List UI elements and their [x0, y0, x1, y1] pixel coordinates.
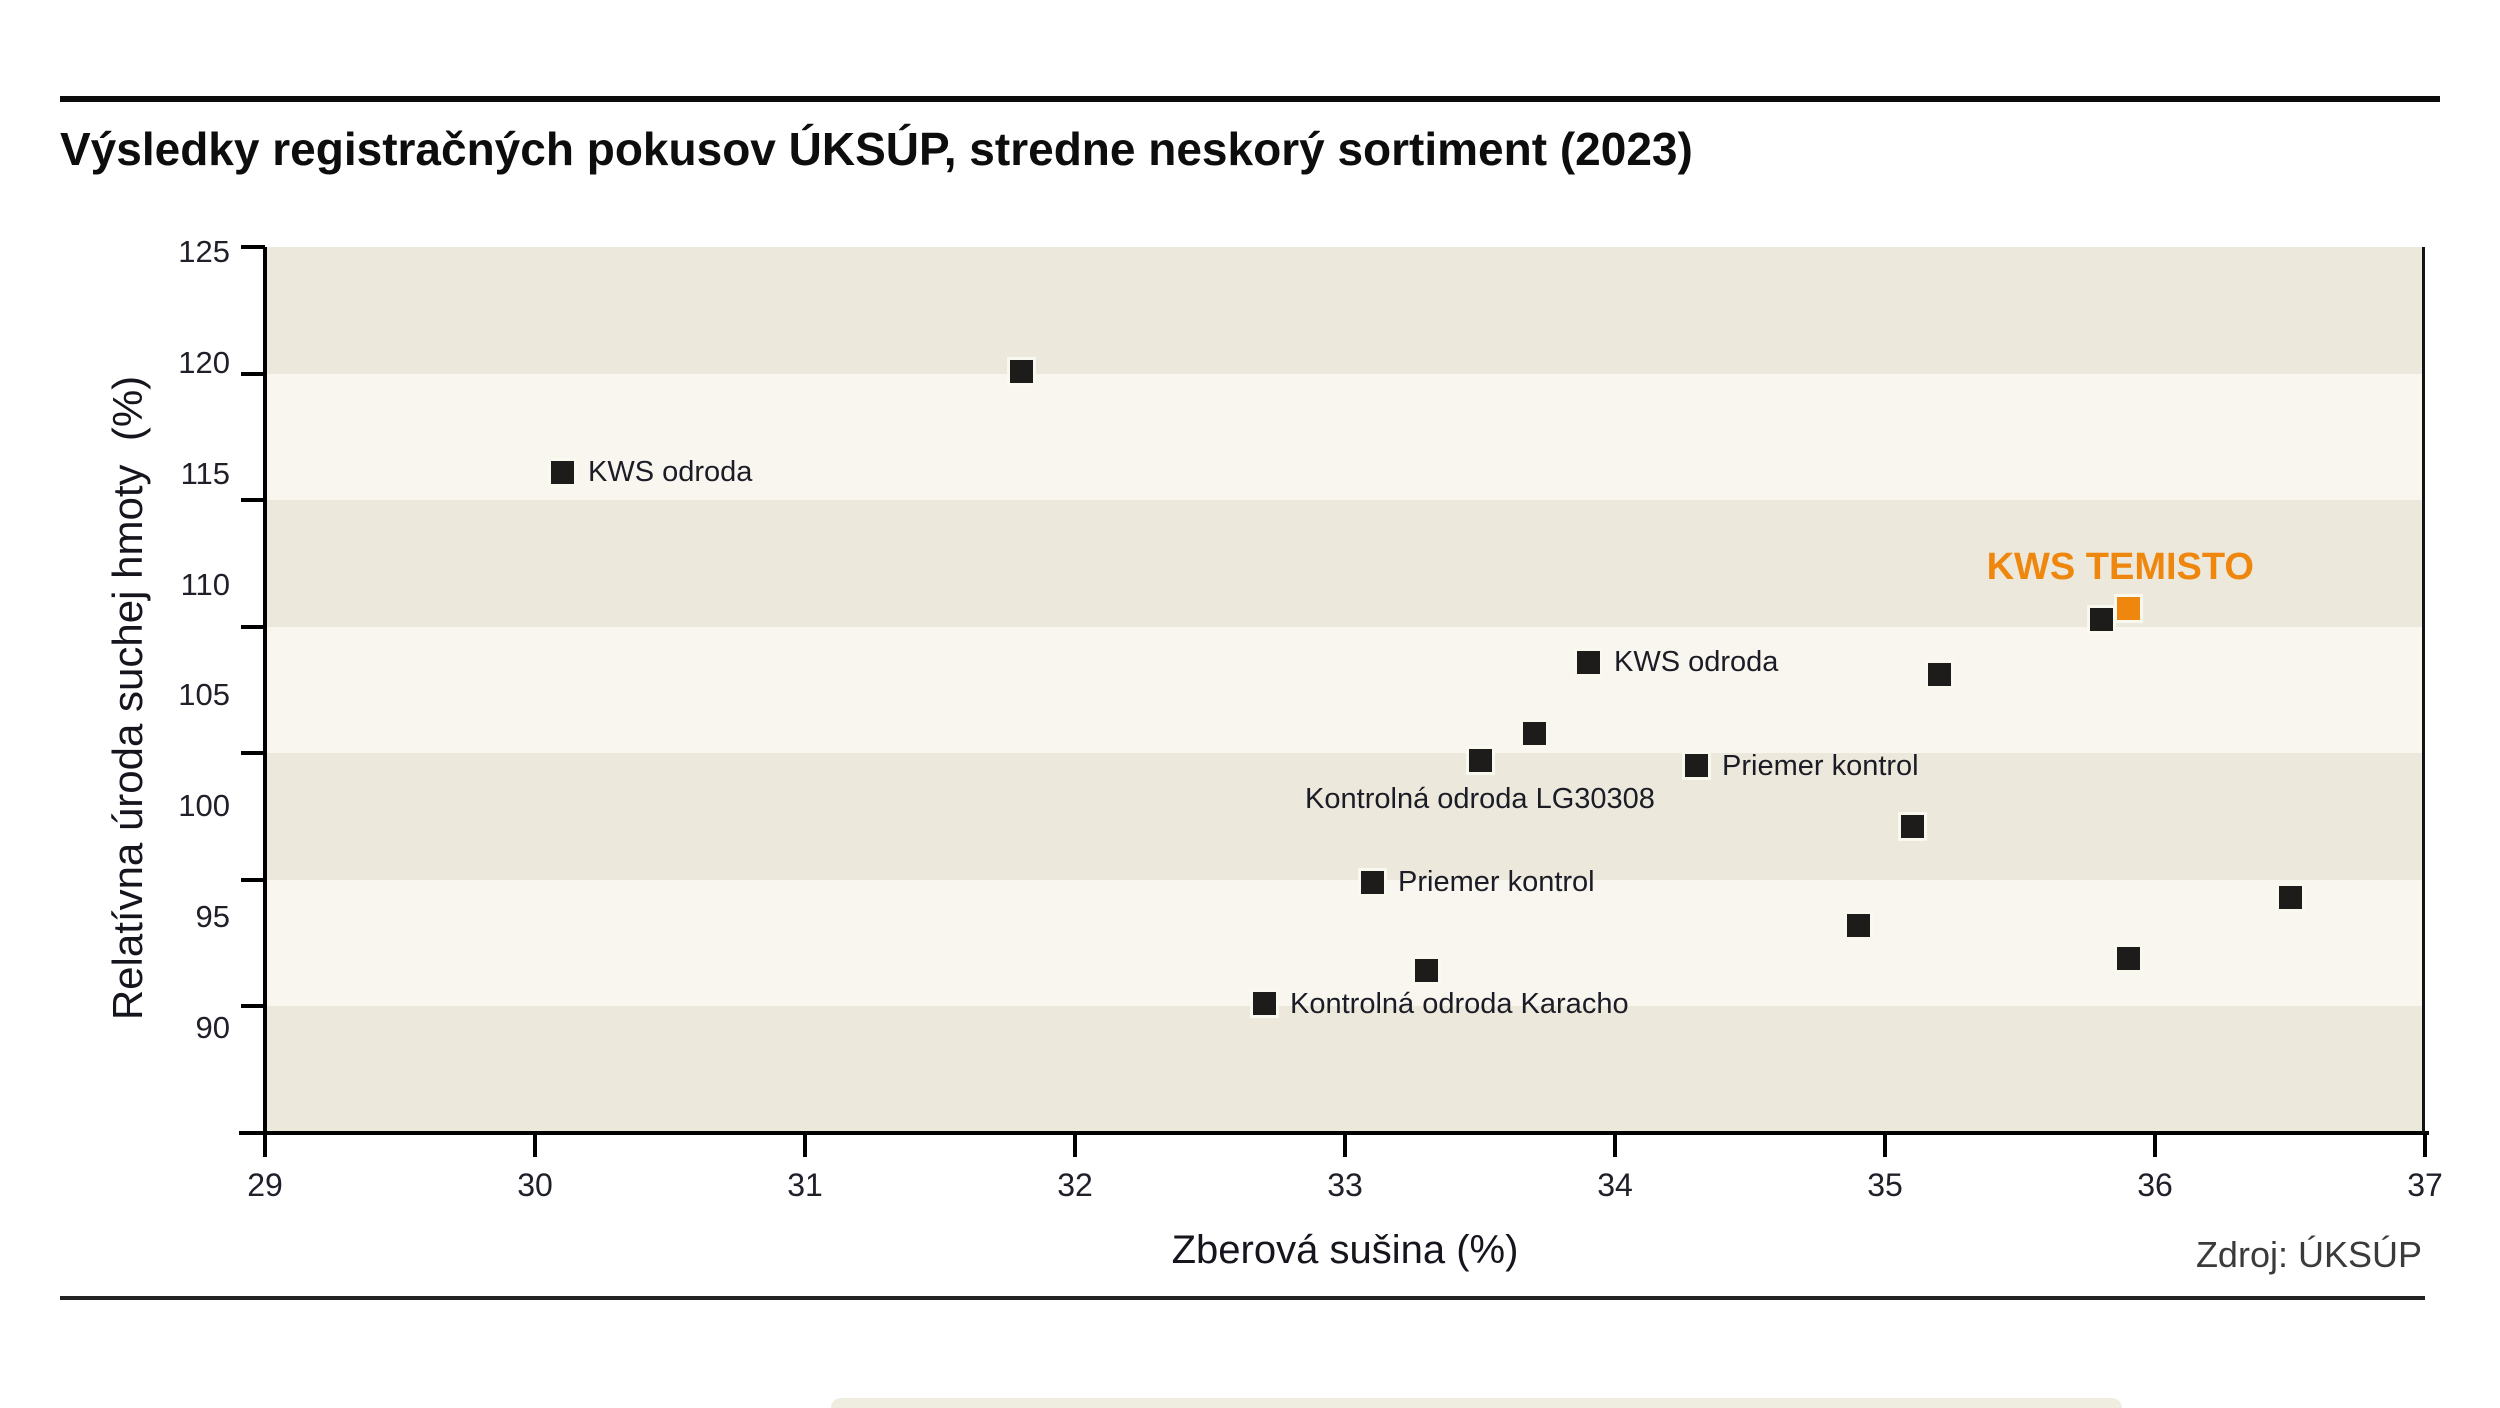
data-point-label: Kontrolná odroda Karacho [1290, 987, 1629, 1020]
data-point [1360, 870, 1384, 894]
data-point [550, 460, 574, 484]
data-point [1684, 754, 1708, 778]
data-point-kws-temisto [2116, 597, 2140, 621]
data-point-label: Priemer kontrol [1398, 866, 1595, 899]
data-point-label: Kontrolná odroda LG30308 [1305, 782, 1655, 815]
x-tick-label: 37 [2407, 1167, 2443, 1203]
x-axis-title: Zberová sušina (%) [1171, 1228, 1519, 1272]
y-tick-label: 100 [178, 788, 230, 824]
y-tick-label: 120 [178, 344, 230, 380]
data-point [2089, 607, 2113, 631]
plot-band [265, 500, 2425, 627]
data-point [1252, 992, 1276, 1016]
data-point [1576, 650, 1600, 674]
data-point-label: KWS odroda [588, 456, 753, 489]
data-point [2278, 886, 2302, 910]
data-point [1846, 913, 1870, 937]
y-tick [241, 877, 265, 882]
y-tick-label: 90 [195, 1009, 230, 1045]
data-point-label: Priemer kontrol [1722, 749, 1919, 782]
x-tick [2423, 1133, 2427, 1157]
y-axis-line [263, 247, 267, 1147]
x-tick-label: 30 [517, 1167, 553, 1203]
y-tick [241, 1131, 265, 1135]
plot-band [265, 247, 2425, 374]
top-divider-rule [60, 96, 2440, 102]
y-tick-label: 125 [178, 234, 230, 269]
data-point-label: KWS odroda [1614, 646, 1779, 679]
y-tick [241, 498, 265, 503]
data-point [2116, 946, 2140, 970]
x-tick [263, 1133, 267, 1157]
data-point [1900, 815, 1924, 839]
plot-band [265, 753, 2425, 880]
x-tick-label: 33 [1327, 1167, 1363, 1203]
data-point [1009, 359, 1033, 383]
source-credit: Zdroj: ÚKSÚP [2195, 1234, 2422, 1275]
x-tick [2153, 1133, 2157, 1157]
data-point [1468, 749, 1492, 773]
x-tick-label: 29 [247, 1167, 283, 1203]
data-point [1927, 663, 1951, 687]
x-axis-line [239, 1131, 2429, 1135]
y-tick [241, 624, 265, 629]
x-tick [533, 1133, 537, 1157]
y-tick [241, 371, 265, 376]
y-tick [241, 1004, 265, 1009]
y-tick-label: 95 [195, 899, 230, 935]
x-tick [803, 1133, 807, 1157]
x-tick [1613, 1133, 1617, 1157]
y-tick [241, 751, 265, 756]
x-tick [1073, 1133, 1077, 1157]
footer-banner-partial [831, 1398, 2122, 1408]
plot-band [265, 373, 2425, 501]
chart-title: Výsledky registračných pokusov ÚKSÚP, st… [60, 123, 1693, 175]
bottom-divider-rule [60, 1296, 2425, 1300]
data-point-label: KWS TEMISTO [1986, 545, 2254, 588]
plot-band [265, 1006, 2425, 1133]
x-tick [1883, 1133, 1887, 1157]
plot-area: 125 120 115 110 105 100 95 90 29 30 31 32 33 34 35 36 37… [178, 234, 2443, 1203]
x-tick-label: 34 [1597, 1167, 1633, 1203]
x-tick-label: 31 [787, 1167, 823, 1203]
x-tick [1343, 1133, 1347, 1157]
y-tick-label: 115 [180, 455, 230, 491]
x-tick-label: 32 [1057, 1167, 1093, 1203]
plot-right-border [2422, 247, 2425, 1133]
y-tick-label: 110 [180, 566, 230, 602]
data-point [1414, 959, 1438, 983]
x-tick-label: 35 [1867, 1167, 1903, 1203]
data-point [1522, 721, 1546, 745]
y-tick-label: 105 [178, 677, 230, 713]
x-tick-label: 36 [2137, 1167, 2173, 1203]
plot-band [265, 626, 2425, 754]
y-tick [241, 245, 265, 249]
plot-band [265, 879, 2425, 1007]
